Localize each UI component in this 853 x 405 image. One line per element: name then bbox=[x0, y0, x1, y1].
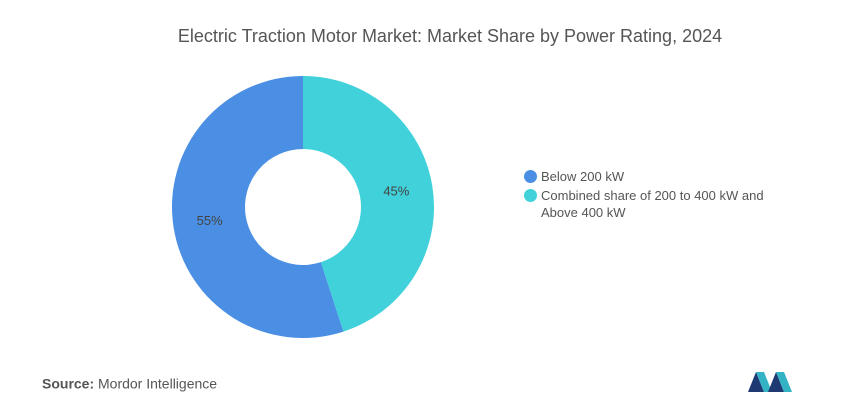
legend-swatch bbox=[524, 189, 537, 202]
logo bbox=[748, 372, 792, 392]
source: Mordor Intelligence bbox=[98, 376, 217, 392]
donut-slice bbox=[303, 76, 434, 332]
legend-label: Below 200 kW bbox=[541, 169, 625, 184]
legend-label: Combined share of 200 to 400 kW and Abov… bbox=[541, 188, 764, 220]
data-label: 45% bbox=[383, 184, 409, 199]
chart-title: Electric Traction Motor Market: Market S… bbox=[178, 26, 722, 46]
legend: Below 200 kW Combined share of 200 to 400… bbox=[524, 168, 784, 223]
legend-item: Below 200 kW bbox=[524, 168, 784, 185]
source-label: Source: bbox=[42, 376, 94, 392]
legend-swatch bbox=[524, 170, 537, 183]
legend-item: Combined share of 200 to 400 kW and Abov… bbox=[524, 187, 784, 221]
data-label: 55% bbox=[197, 213, 223, 228]
donut-slice bbox=[172, 76, 344, 339]
